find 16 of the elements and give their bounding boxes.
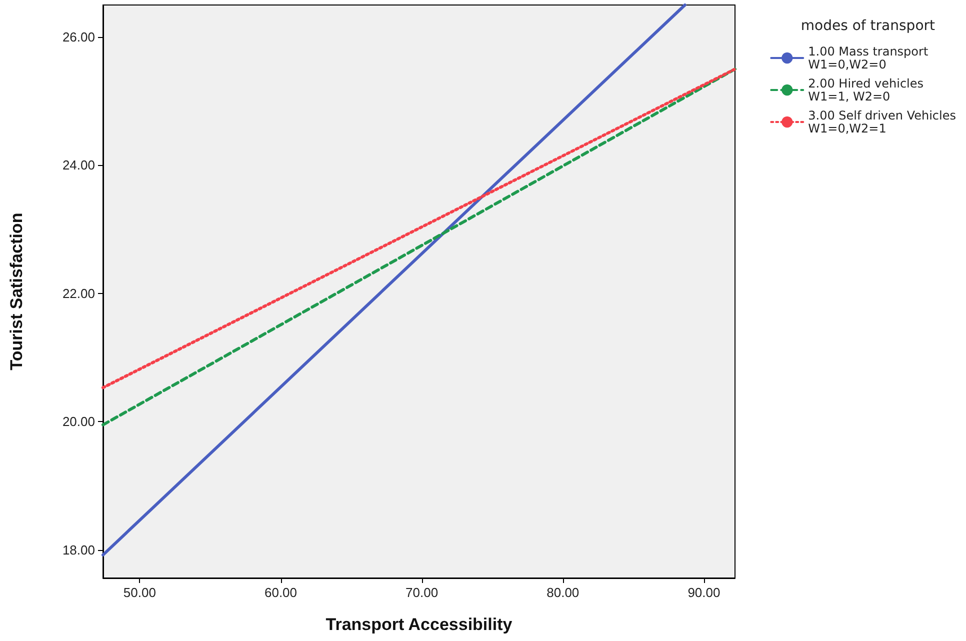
x-tick-label: 60.00 — [264, 585, 298, 600]
legend-label: 2.00 Hired vehicles W1=1, W2=0 — [808, 76, 924, 104]
legend-label: 3.00 Self driven Vehicles W1=0,W2=1 — [808, 108, 956, 136]
y-tick-label: 26.00 — [62, 30, 95, 45]
x-tick-label: 70.00 — [406, 585, 438, 600]
x-tick-label: 90.00 — [688, 585, 720, 600]
y-tick-label: 24.00 — [62, 158, 95, 173]
legend-label: 1.00 Mass transport W1=0,W2=0 — [808, 44, 928, 72]
x-tick-label: 80.00 — [546, 585, 580, 600]
y-tick-label: 20.00 — [62, 414, 95, 430]
x-axis-title: Transport Accessibility — [326, 615, 513, 634]
y-tick-label: 22.00 — [62, 286, 95, 301]
legend-title: modes of transport — [800, 18, 936, 34]
y-tick-label: 18.00 — [62, 542, 95, 558]
x-tick-label: 50.00 — [123, 585, 156, 600]
y-axis-title: Tourist Satisfaction — [7, 212, 26, 370]
